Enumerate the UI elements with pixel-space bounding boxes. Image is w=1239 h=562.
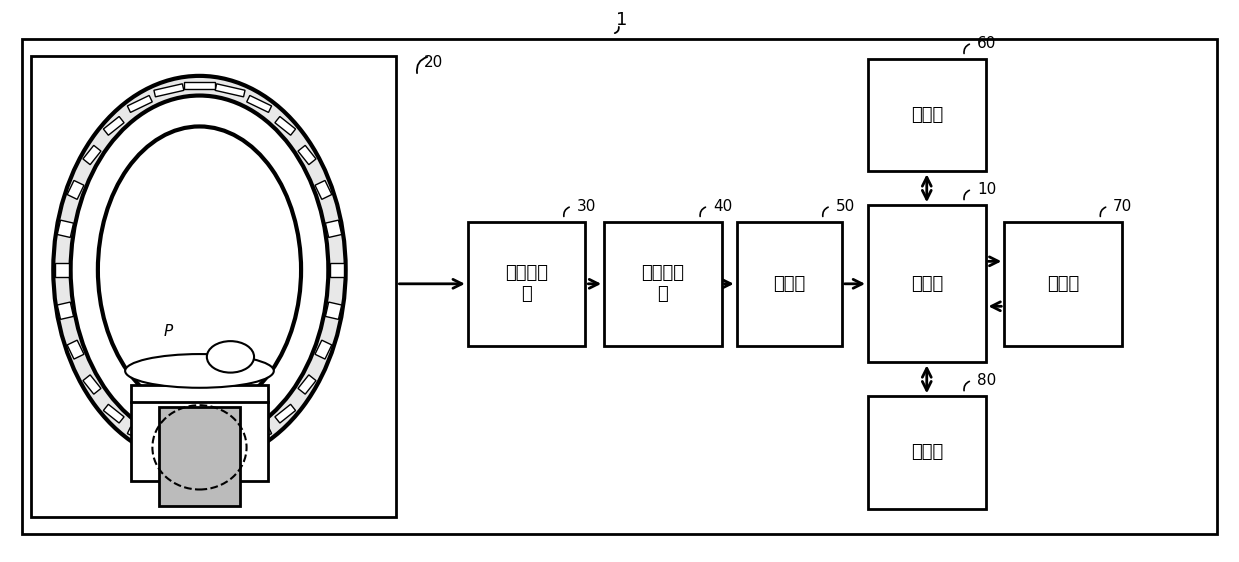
Polygon shape — [247, 96, 271, 112]
Polygon shape — [183, 83, 216, 89]
Bar — [159, 407, 240, 506]
Text: 30: 30 — [576, 198, 596, 214]
Polygon shape — [326, 220, 342, 238]
Bar — [867, 59, 985, 171]
Bar — [867, 205, 985, 362]
Polygon shape — [128, 427, 152, 444]
Ellipse shape — [53, 76, 346, 464]
Polygon shape — [326, 302, 342, 319]
Polygon shape — [299, 375, 316, 394]
Bar — [605, 222, 721, 346]
Text: 操作部: 操作部 — [911, 443, 943, 461]
Polygon shape — [57, 220, 73, 238]
Ellipse shape — [125, 354, 274, 388]
Ellipse shape — [98, 126, 301, 413]
Text: 信号处理
部: 信号处理 部 — [506, 264, 548, 303]
Bar — [131, 385, 268, 481]
Text: 重建部: 重建部 — [911, 106, 943, 124]
Polygon shape — [103, 404, 124, 423]
Text: 10: 10 — [976, 182, 996, 197]
Text: 同时计数
部: 同时计数 部 — [642, 264, 684, 303]
Polygon shape — [315, 180, 332, 200]
Text: 1: 1 — [616, 11, 628, 29]
Polygon shape — [154, 84, 183, 97]
Text: 存储部: 存储部 — [773, 275, 805, 293]
Polygon shape — [216, 443, 245, 456]
Bar — [468, 222, 585, 346]
Text: 80: 80 — [976, 373, 996, 388]
Bar — [31, 56, 396, 517]
Polygon shape — [154, 443, 183, 456]
Bar — [1004, 222, 1123, 346]
Polygon shape — [83, 146, 100, 165]
Polygon shape — [299, 146, 316, 165]
Polygon shape — [183, 451, 216, 457]
Polygon shape — [103, 116, 124, 135]
Polygon shape — [55, 262, 69, 277]
Text: 60: 60 — [976, 35, 996, 51]
Polygon shape — [275, 116, 296, 135]
Ellipse shape — [207, 341, 254, 373]
Polygon shape — [275, 404, 296, 423]
Polygon shape — [67, 340, 84, 359]
Polygon shape — [57, 302, 73, 319]
Bar — [736, 222, 843, 346]
Text: 20: 20 — [424, 55, 444, 70]
Text: 50: 50 — [835, 198, 855, 214]
Text: 70: 70 — [1113, 198, 1132, 214]
Bar — [867, 396, 985, 509]
Polygon shape — [216, 84, 245, 97]
Text: 显示部: 显示部 — [1047, 275, 1079, 293]
Text: 40: 40 — [712, 198, 732, 214]
Bar — [22, 39, 1217, 534]
Polygon shape — [83, 375, 100, 394]
Polygon shape — [247, 427, 271, 444]
Polygon shape — [67, 180, 84, 200]
Polygon shape — [330, 262, 344, 277]
Polygon shape — [315, 340, 332, 359]
Polygon shape — [128, 96, 152, 112]
Text: 控制部: 控制部 — [911, 275, 943, 293]
Ellipse shape — [71, 96, 328, 444]
Text: P: P — [164, 324, 173, 339]
